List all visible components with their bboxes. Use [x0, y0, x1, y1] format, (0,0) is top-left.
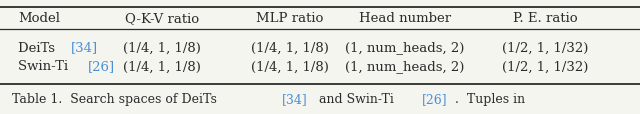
- Text: [34]: [34]: [71, 41, 99, 54]
- Text: (1, num_heads, 2): (1, num_heads, 2): [346, 41, 465, 54]
- Text: [34]: [34]: [282, 93, 307, 106]
- Text: (1/4, 1, 1/8): (1/4, 1, 1/8): [123, 41, 201, 54]
- Text: .  Tuples in: . Tuples in: [455, 93, 525, 106]
- Text: Q-K-V ratio: Q-K-V ratio: [125, 12, 199, 25]
- Text: P. E. ratio: P. E. ratio: [513, 12, 577, 25]
- Text: [26]: [26]: [422, 93, 447, 106]
- Text: (1/2, 1, 1/32): (1/2, 1, 1/32): [502, 41, 588, 54]
- Text: (1/4, 1, 1/8): (1/4, 1, 1/8): [251, 60, 329, 73]
- Text: Head number: Head number: [359, 12, 451, 25]
- Text: Model: Model: [18, 12, 60, 25]
- Text: (1/2, 1, 1/32): (1/2, 1, 1/32): [502, 60, 588, 73]
- Text: (1, num_heads, 2): (1, num_heads, 2): [346, 60, 465, 73]
- Text: Swin-Ti: Swin-Ti: [18, 60, 72, 73]
- Text: and Swin-Ti: and Swin-Ti: [315, 93, 397, 106]
- Text: (1/4, 1, 1/8): (1/4, 1, 1/8): [123, 60, 201, 73]
- Text: MLP ratio: MLP ratio: [256, 12, 324, 25]
- Text: Table 1.  Search spaces of DeiTs: Table 1. Search spaces of DeiTs: [12, 93, 221, 106]
- Text: (1/4, 1, 1/8): (1/4, 1, 1/8): [251, 41, 329, 54]
- Text: [26]: [26]: [88, 60, 115, 73]
- Text: DeiTs: DeiTs: [18, 41, 60, 54]
